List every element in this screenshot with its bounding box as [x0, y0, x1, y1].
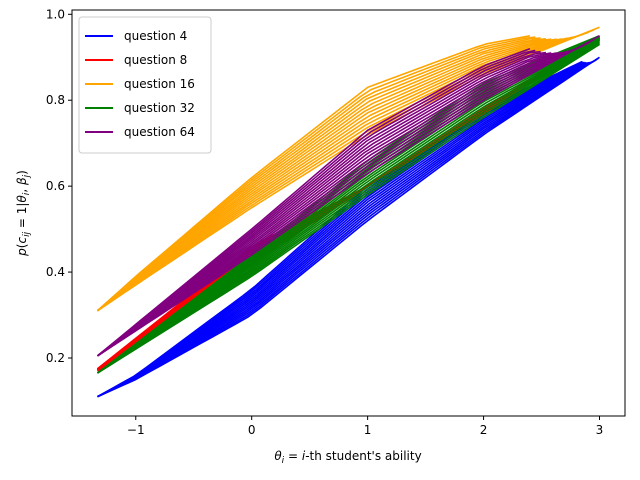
x-tick-label: 2 [480, 423, 488, 437]
series-curve [96, 38, 552, 312]
series-curve [96, 47, 531, 357]
series-curve [96, 38, 557, 312]
series-curve [97, 36, 573, 312]
legend-label: question 4 [124, 29, 187, 43]
series-curve [97, 37, 568, 312]
y-tick-label: 1.0 [46, 7, 65, 21]
legend-label: question 16 [124, 77, 195, 91]
y-tick-label: 0.4 [46, 265, 65, 279]
series-curve [97, 56, 600, 398]
y-tick-label: 0.8 [46, 93, 65, 107]
legend-label: question 32 [124, 101, 195, 115]
x-tick-label: −1 [127, 423, 145, 437]
series-curve [97, 61, 592, 398]
x-axis-label: θi = i-th student's ability [274, 449, 421, 466]
series-curve [97, 57, 599, 398]
series-curve [96, 38, 547, 312]
series-curve [97, 61, 590, 398]
x-tick-label: 0 [248, 423, 256, 437]
legend: question 4 question 8 question 16 question … [78, 16, 212, 154]
series-curve [97, 38, 563, 312]
series-curve [96, 35, 531, 312]
series-curve [96, 36, 536, 312]
y-tick-label: 0.6 [46, 179, 65, 193]
legend-label: question 64 [124, 125, 195, 139]
series-bands [96, 26, 600, 398]
series-curve [96, 37, 541, 312]
series-curve [97, 47, 579, 357]
series-curve [97, 35, 600, 357]
series-curve [97, 50, 568, 357]
series-curve [97, 44, 584, 357]
x-axis-ticks: −1 0 1 2 3 [127, 416, 603, 437]
legend-label: question 8 [124, 53, 187, 67]
series-curve [97, 58, 598, 398]
series-curve [97, 52, 557, 357]
series-curve [97, 42, 590, 357]
y-tick-label: 0.2 [46, 351, 65, 365]
x-tick-label: 3 [596, 423, 604, 437]
y-axis-ticks: 0.2 0.4 0.6 0.8 1.0 [46, 7, 72, 365]
series-curve [97, 60, 594, 398]
series-curve [97, 29, 595, 312]
x-tick-label: 1 [364, 423, 372, 437]
series-5 [96, 35, 600, 357]
y-axis-label: p(cij = 1|θi, βj) [15, 170, 32, 257]
series-curve [97, 59, 596, 398]
plot-frame [71, 9, 626, 417]
legend-box [78, 16, 212, 154]
series-curve [97, 38, 595, 357]
series-4 [97, 35, 600, 374]
